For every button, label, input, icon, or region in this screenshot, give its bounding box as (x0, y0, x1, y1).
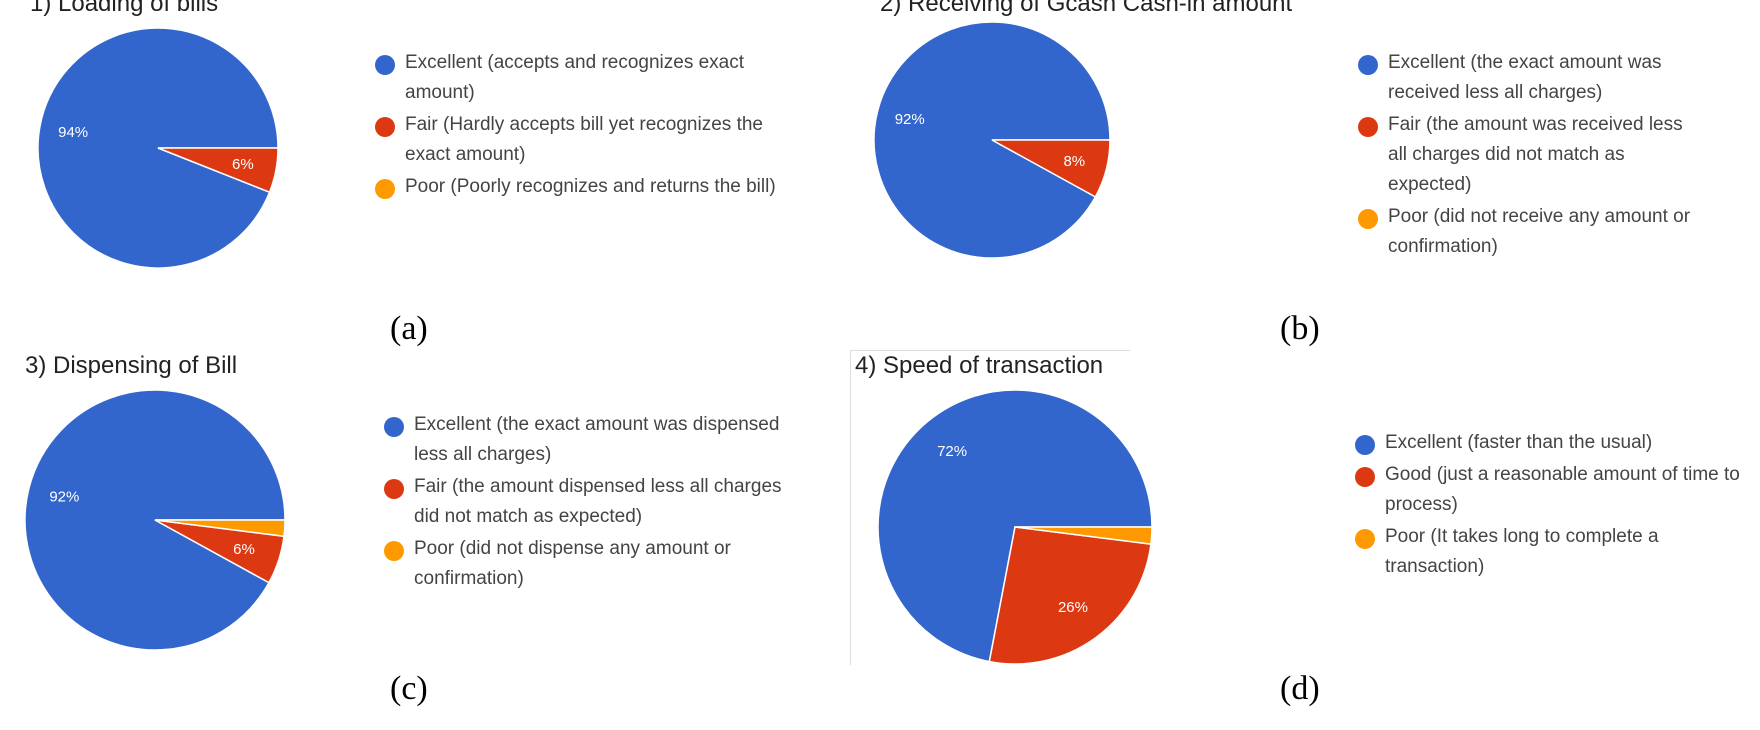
legend-label: Excellent (the exact amount was received… (1388, 52, 1662, 103)
pie-chart-d: 72% 26% (877, 389, 1153, 665)
legend-label: Fair (the amount was received less all c… (1388, 114, 1683, 195)
pie-chart-b: 92% 8% (873, 21, 1111, 259)
legend-label: Poor (did not receive any amount or conf… (1388, 206, 1691, 257)
legend-swatch-icon (375, 117, 395, 137)
pie-slice-poor-c (154, 519, 286, 538)
legend-swatch-icon (1358, 55, 1378, 75)
panel-d-left-border (850, 350, 851, 665)
pie-label-fair-a: 6% (232, 156, 254, 173)
legend-item-excellent-a: Excellent (accepts and recognizes exact … (375, 48, 795, 108)
pie-label-fair-c: 6% (233, 541, 255, 558)
legend-item-poor-c: Poor (did not dispense any amount or con… (384, 534, 804, 594)
legend-item-fair-b: Fair (the amount was received less all c… (1358, 110, 1698, 200)
legend-swatch-icon (1355, 435, 1375, 455)
pie-chart-a: 94% 6% (37, 27, 279, 269)
caption-c: (c) (390, 670, 428, 707)
legend-d: Excellent (faster than the usual) Good (j… (1355, 428, 1755, 584)
chart-title-b: 2) Receiving of Gcash Cash-in amount (880, 0, 1293, 17)
legend-item-fair-d: Good (just a reasonable amount of time t… (1355, 460, 1755, 520)
pie-slice-excellent-d (877, 389, 1153, 663)
panel-d-top-border (850, 350, 1130, 351)
legend-swatch-icon (375, 55, 395, 75)
pie-slice-fair-b (991, 139, 1111, 198)
legend-item-fair-a: Fair (Hardly accepts bill yet recognizes… (375, 110, 795, 170)
pie-slice-excellent-c (24, 389, 286, 651)
legend-label: Excellent (accepts and recognizes exact … (405, 52, 745, 103)
legend-label: Poor (did not dispense any amount or con… (414, 538, 731, 589)
legend-item-poor-a: Poor (Poorly recognizes and returns the … (375, 172, 795, 202)
caption-d: (d) (1280, 670, 1320, 707)
pie-chart-c: 92% 6% (24, 389, 286, 651)
legend-label: Good (just a reasonable amount of time t… (1385, 464, 1740, 515)
legend-swatch-icon (384, 479, 404, 499)
pie-label-fair-d: 26% (1058, 599, 1088, 616)
caption-a: (a) (390, 310, 428, 347)
pie-label-fair-b: 8% (1063, 153, 1085, 170)
legend-b: Excellent (the exact amount was received… (1358, 48, 1698, 264)
legend-item-excellent-d: Excellent (faster than the usual) (1355, 428, 1755, 458)
legend-swatch-icon (1358, 209, 1378, 229)
legend-item-poor-b: Poor (did not receive any amount or conf… (1358, 202, 1698, 262)
legend-swatch-icon (375, 179, 395, 199)
legend-swatch-icon (1355, 467, 1375, 487)
legend-a: Excellent (accepts and recognizes exact … (375, 48, 795, 204)
pie-slice-fair-a (157, 147, 279, 194)
legend-swatch-icon (384, 417, 404, 437)
legend-item-poor-d: Poor (It takes long to complete a transa… (1355, 522, 1755, 582)
pie-label-excellent-d: 72% (937, 443, 967, 460)
pie-slice-poor-d (1014, 526, 1153, 546)
legend-swatch-icon (1355, 529, 1375, 549)
pie-slice-excellent-a (37, 27, 279, 269)
legend-c: Excellent (the exact amount was dispense… (384, 410, 804, 596)
legend-label: Fair (the amount dispensed less all char… (414, 476, 782, 527)
pie-label-excellent-c: 92% (49, 489, 79, 506)
legend-swatch-icon (1358, 117, 1378, 137)
legend-label: Poor (It takes long to complete a transa… (1385, 526, 1659, 577)
legend-item-excellent-c: Excellent (the exact amount was dispense… (384, 410, 804, 470)
chart-title-a: 1) Loading of bills (30, 0, 219, 17)
pie-label-excellent-b: 92% (895, 111, 925, 128)
legend-item-fair-c: Fair (the amount dispensed less all char… (384, 472, 804, 532)
legend-label: Excellent (the exact amount was dispense… (414, 414, 780, 465)
legend-label: Excellent (faster than the usual) (1385, 432, 1653, 453)
pie-label-excellent-a: 94% (58, 124, 88, 141)
chart-title-c: 3) Dispensing of Bill (25, 352, 238, 379)
pie-slice-fair-d (988, 526, 1152, 665)
legend-swatch-icon (384, 541, 404, 561)
chart-title-d: 4) Speed of transaction (855, 352, 1104, 379)
caption-b: (b) (1280, 310, 1320, 347)
legend-label: Poor (Poorly recognizes and returns the … (405, 176, 776, 197)
legend-item-excellent-b: Excellent (the exact amount was received… (1358, 48, 1698, 108)
legend-label: Fair (Hardly accepts bill yet recognizes… (405, 114, 763, 165)
